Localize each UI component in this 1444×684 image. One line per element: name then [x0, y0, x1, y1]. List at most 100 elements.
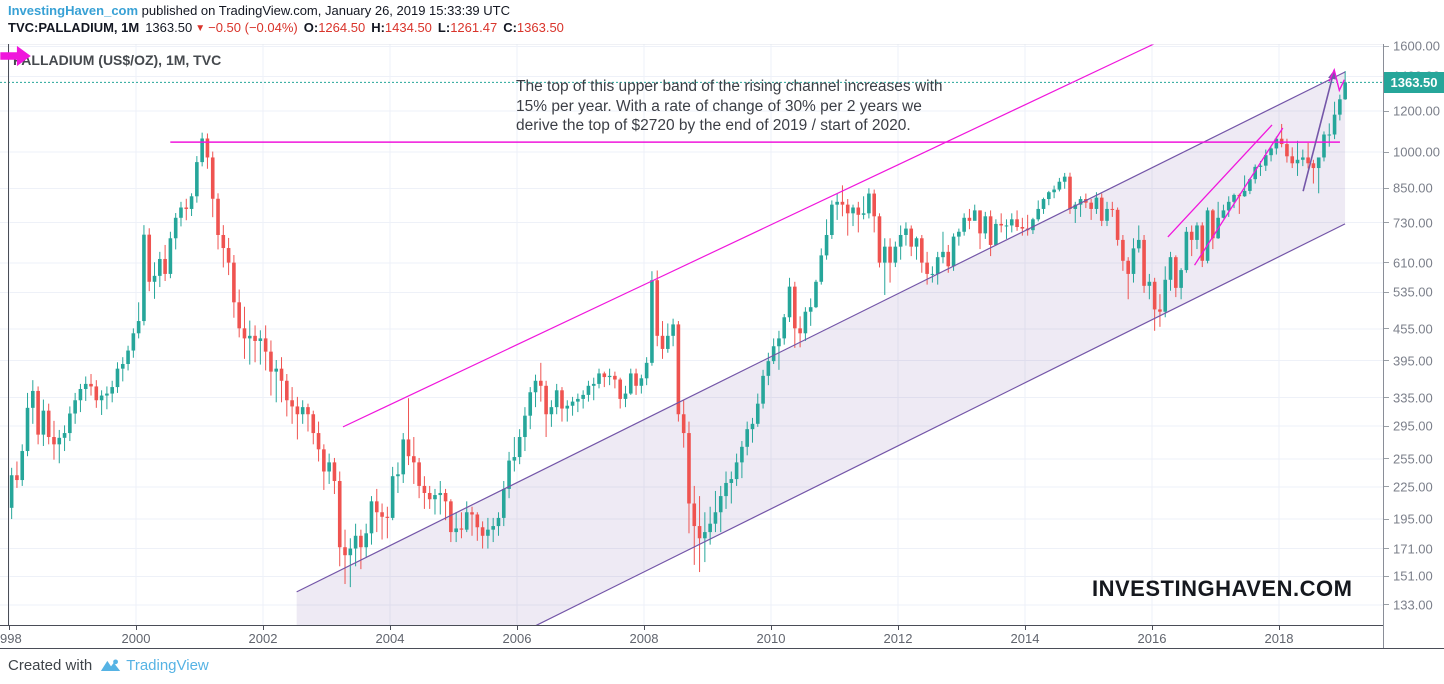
candle — [565, 400, 570, 422]
candle — [390, 466, 395, 521]
candle — [845, 199, 850, 236]
price-tick — [1384, 262, 1389, 264]
candle — [168, 231, 173, 279]
candle — [459, 512, 464, 539]
price-tick-label: 1000.00 — [1393, 144, 1440, 160]
candle — [893, 241, 898, 268]
candle — [994, 219, 998, 246]
candle — [142, 225, 146, 326]
candle — [1009, 213, 1014, 233]
candle — [1232, 193, 1236, 209]
candle — [856, 201, 861, 233]
price-tick-label: 455.00 — [1393, 321, 1433, 337]
candle — [327, 453, 331, 484]
candle — [359, 529, 363, 570]
candle — [666, 323, 670, 353]
candle — [131, 328, 136, 358]
price-tick — [1384, 328, 1389, 330]
candle — [1242, 175, 1247, 197]
candle — [369, 496, 374, 545]
candle — [628, 368, 633, 395]
candle — [1211, 208, 1215, 250]
candle — [750, 417, 755, 443]
candle — [348, 538, 353, 588]
price-tick-label: 195.00 — [1393, 511, 1433, 527]
time-tick — [390, 626, 391, 630]
candle — [1290, 147, 1295, 169]
candle — [41, 399, 46, 446]
price-tick-label: 1600.00 — [1393, 38, 1440, 54]
candle — [68, 406, 72, 442]
candle — [814, 279, 818, 309]
candle — [1089, 199, 1093, 220]
candle — [793, 281, 797, 348]
candle — [570, 396, 575, 416]
price-tick — [1384, 397, 1389, 399]
price-tick — [1384, 110, 1389, 112]
candle — [1316, 157, 1321, 194]
candle — [872, 189, 876, 233]
candle — [89, 374, 93, 396]
price-tick — [1384, 458, 1389, 460]
candle — [581, 390, 585, 409]
candle — [1136, 225, 1141, 253]
year-label: 2012 — [883, 631, 913, 646]
candle — [644, 357, 649, 386]
candle — [486, 517, 490, 549]
candle — [173, 213, 178, 250]
candle — [787, 277, 792, 323]
candle — [295, 396, 300, 440]
candle — [99, 390, 104, 415]
candle — [247, 320, 252, 365]
candle — [597, 368, 601, 389]
candlestick-chart[interactable] — [0, 44, 1383, 625]
candle — [322, 444, 326, 490]
candle — [517, 429, 522, 465]
candle — [983, 211, 988, 239]
created-with-text: Created with — [8, 657, 93, 674]
low-value: 1261.47 — [450, 20, 498, 35]
candle — [782, 314, 787, 345]
candle — [232, 255, 236, 318]
candle — [533, 374, 538, 408]
candle — [454, 512, 458, 543]
chart-plot-area[interactable]: PALLADIUM (US$/OZ), 1M, TVC The top of t… — [0, 44, 1383, 625]
candle — [62, 425, 67, 452]
candle — [496, 512, 501, 536]
candle — [713, 490, 718, 533]
publisher-link[interactable]: InvestingHaven_com — [8, 3, 139, 18]
candle — [771, 338, 776, 364]
price-axis[interactable]: 1600.001400.001200.001000.00850.00730.00… — [1383, 39, 1444, 648]
candle — [1126, 257, 1130, 300]
candle — [882, 238, 887, 295]
candle — [671, 318, 675, 347]
candle — [1174, 255, 1178, 298]
grid — [0, 44, 1383, 625]
candle — [126, 345, 130, 371]
candle — [935, 251, 940, 285]
candle — [745, 421, 749, 456]
channel-lower-line — [535, 223, 1346, 625]
price-tick — [1384, 548, 1389, 550]
candle — [470, 506, 474, 536]
price-tick-label: 610.00 — [1393, 255, 1433, 271]
year-label: 2018 — [1264, 631, 1294, 646]
candle — [639, 374, 644, 394]
candle — [1121, 234, 1125, 271]
candle — [1031, 217, 1035, 235]
price-tick — [1384, 222, 1389, 224]
candle — [337, 471, 342, 567]
candle — [718, 485, 723, 533]
time-tick — [1025, 626, 1026, 630]
tradingview-link[interactable]: TradingView — [126, 657, 209, 674]
last-price-badge: 1363.50 — [1384, 71, 1444, 93]
candle — [978, 210, 982, 250]
candle — [957, 228, 961, 246]
price-tick-label: 395.00 — [1393, 353, 1433, 369]
candle — [20, 444, 25, 486]
time-axis[interactable]: 998 2000 2002 2004 2006 2008 2010 2012 2014 2016 2… — [0, 625, 1383, 649]
candle — [253, 325, 257, 363]
price-tick — [1384, 575, 1389, 577]
candle — [1274, 136, 1279, 155]
